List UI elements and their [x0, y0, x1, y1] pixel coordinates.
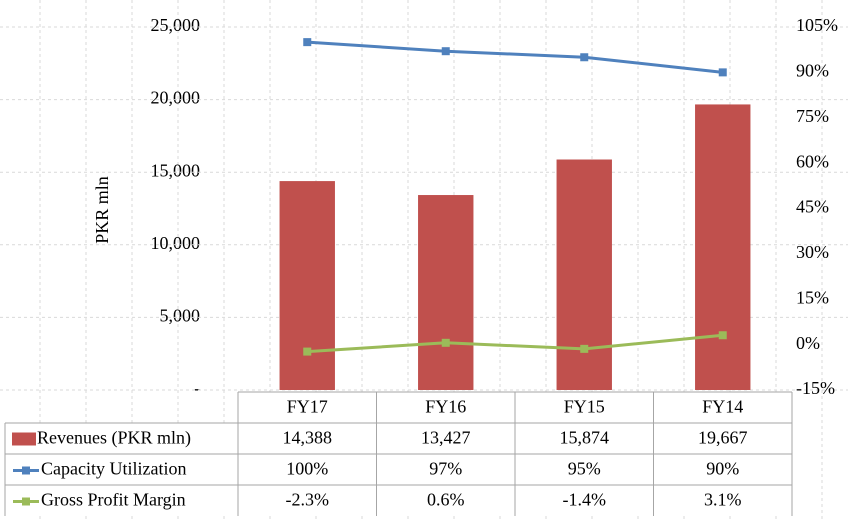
line-marker	[303, 38, 312, 47]
y-tick-label: 5,000	[160, 306, 201, 326]
table-bg	[5, 423, 792, 516]
bar	[556, 159, 612, 390]
line-marker	[441, 47, 450, 56]
table-value: 100%	[286, 459, 328, 479]
y2-tick-label: 0%	[796, 333, 820, 353]
y-tick-label: 15,000	[151, 160, 201, 180]
table-value: 0.6%	[427, 490, 465, 510]
table-value: 3.1%	[704, 490, 742, 510]
line-marker	[580, 53, 589, 62]
y2-tick-label: 60%	[796, 151, 829, 171]
y-tick-label: 25,000	[151, 15, 201, 35]
y2-tick-label: 15%	[796, 287, 829, 307]
x-tick-label: FY16	[425, 397, 466, 417]
line-marker	[718, 68, 727, 77]
table-value: -2.3%	[286, 490, 330, 510]
line-marker	[718, 331, 727, 340]
y2-tick-label: 75%	[796, 106, 829, 126]
y2-tick-label: 90%	[796, 61, 829, 81]
x-tick-label: FY17	[287, 397, 328, 417]
y-tick-label: 20,000	[151, 88, 201, 108]
legend-label: Capacity Utilization	[41, 459, 186, 479]
line-marker	[303, 347, 312, 356]
legend-swatch	[12, 432, 36, 446]
line-marker	[441, 338, 450, 347]
x-tick-label: FY14	[702, 397, 743, 417]
table-value: 90%	[706, 459, 739, 479]
table-value: 13,427	[421, 428, 471, 448]
y2-tick-label: 30%	[796, 242, 829, 262]
line	[307, 333, 723, 354]
bar	[279, 181, 335, 390]
x-tick-label: FY15	[564, 397, 605, 417]
y2-tick-label: 105%	[796, 15, 838, 35]
bar	[695, 104, 751, 391]
y-tick-label: 10,000	[151, 233, 201, 253]
legend-label: Revenues (PKR mln)	[37, 428, 191, 449]
table-value: 14,388	[283, 428, 333, 448]
table-value: 19,667	[698, 428, 748, 448]
table-value: 15,874	[560, 428, 610, 448]
y2-tick-label: -15%	[796, 378, 835, 398]
bar	[418, 195, 474, 390]
line-marker	[580, 344, 589, 353]
table-value: -1.4%	[563, 490, 607, 510]
y-tick-label: -	[194, 378, 200, 398]
y2-tick-label: 45%	[796, 197, 829, 217]
legend-marker	[22, 497, 30, 506]
legend-marker	[22, 466, 30, 475]
table-value: 97%	[429, 459, 462, 479]
y-axis-label: PKR mln	[92, 176, 112, 244]
table-value: 95%	[568, 459, 601, 479]
legend-label: Gross Profit Margin	[41, 490, 186, 510]
line	[307, 40, 723, 74]
